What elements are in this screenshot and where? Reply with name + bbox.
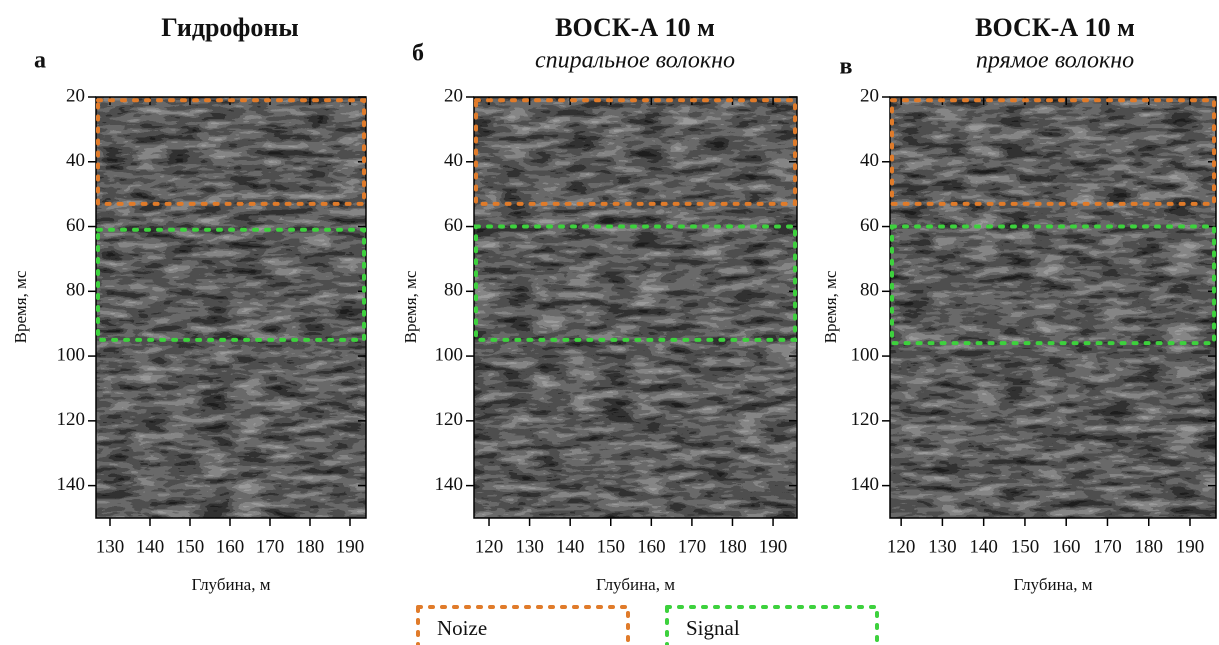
y-tick-label: 40: [860, 150, 879, 171]
y-tick-label: 80: [860, 280, 879, 301]
signal-box: [890, 224, 1216, 346]
y-tick-label: 60: [444, 215, 463, 236]
x-tick-label: 190: [336, 536, 365, 557]
x-axis-label: Глубина, м: [596, 575, 675, 594]
x-tick-label: 180: [718, 536, 747, 557]
x-tick-label: 160: [637, 536, 666, 557]
panel-label: б: [412, 41, 424, 67]
y-tick-label: 80: [444, 280, 463, 301]
x-tick-label: 180: [1134, 536, 1163, 557]
plot-frame: [889, 96, 1217, 519]
noise-box: [890, 98, 1216, 206]
x-tick-label: 130: [96, 536, 125, 557]
y-tick-label: 140: [57, 474, 86, 495]
x-tick-label: 160: [216, 536, 245, 557]
x-axis-label: Глубина, м: [1014, 575, 1093, 594]
legend-label: Signal: [686, 616, 740, 640]
x-axis-label: Глубина, м: [192, 575, 271, 594]
y-tick-label: 40: [444, 150, 463, 171]
panel-title: ВОСК-А 10 м: [975, 13, 1135, 42]
y-tick-label: 100: [57, 344, 86, 365]
y-tick-label: 20: [860, 85, 879, 106]
x-tick-label: 140: [136, 536, 165, 557]
plot-frame: [473, 96, 798, 519]
x-tick-label: 160: [1052, 536, 1081, 557]
x-tick-label: 140: [969, 536, 998, 557]
x-tick-label: 150: [176, 536, 205, 557]
x-tick-label: 180: [296, 536, 325, 557]
panel-subtitle: прямое волокно: [976, 48, 1134, 74]
y-tick-label: 140: [435, 474, 464, 495]
x-tick-label: 140: [556, 536, 585, 557]
y-axis-label: Время, мс: [11, 270, 30, 343]
y-tick-label: 60: [66, 215, 85, 236]
legend-swatch: [665, 605, 879, 645]
noise-box: [474, 98, 797, 206]
panel-label: в: [840, 54, 853, 80]
y-tick-label: 100: [435, 344, 464, 365]
y-axis-label: Время, мс: [821, 270, 840, 343]
legend-swatch: [416, 605, 630, 645]
x-tick-label: 170: [678, 536, 707, 557]
seismic-image: [96, 97, 366, 518]
x-tick-label: 130: [928, 536, 957, 557]
x-tick-label: 190: [1176, 536, 1205, 557]
panel-title: ВОСК-А 10 м: [555, 13, 715, 42]
x-tick-label: 120: [475, 536, 504, 557]
signal-box: [474, 224, 797, 342]
seismic-image: [474, 97, 797, 518]
x-tick-label: 170: [256, 536, 285, 557]
y-tick-label: 100: [851, 344, 880, 365]
y-tick-label: 80: [66, 280, 85, 301]
y-tick-label: 120: [851, 409, 880, 430]
legend-label: Noize: [437, 616, 487, 640]
y-tick-label: 140: [851, 474, 880, 495]
signal-box: [96, 227, 366, 342]
panel-subtitle: спиральное волокно: [535, 48, 735, 74]
y-tick-label: 20: [66, 85, 85, 106]
panel-title: Гидрофоны: [161, 13, 298, 42]
y-tick-label: 120: [57, 409, 86, 430]
x-tick-label: 130: [515, 536, 544, 557]
x-tick-label: 150: [596, 536, 625, 557]
x-tick-label: 170: [1093, 536, 1122, 557]
y-tick-label: 20: [444, 85, 463, 106]
y-tick-label: 40: [66, 150, 85, 171]
x-tick-label: 150: [1011, 536, 1040, 557]
x-tick-label: 120: [887, 536, 916, 557]
x-tick-label: 190: [759, 536, 788, 557]
y-tick-label: 60: [860, 215, 879, 236]
panel-label: а: [34, 48, 46, 74]
noise-box: [96, 98, 366, 206]
seismic-image: [890, 97, 1216, 518]
y-axis-label: Время, мс: [401, 270, 420, 343]
y-tick-label: 120: [435, 409, 464, 430]
